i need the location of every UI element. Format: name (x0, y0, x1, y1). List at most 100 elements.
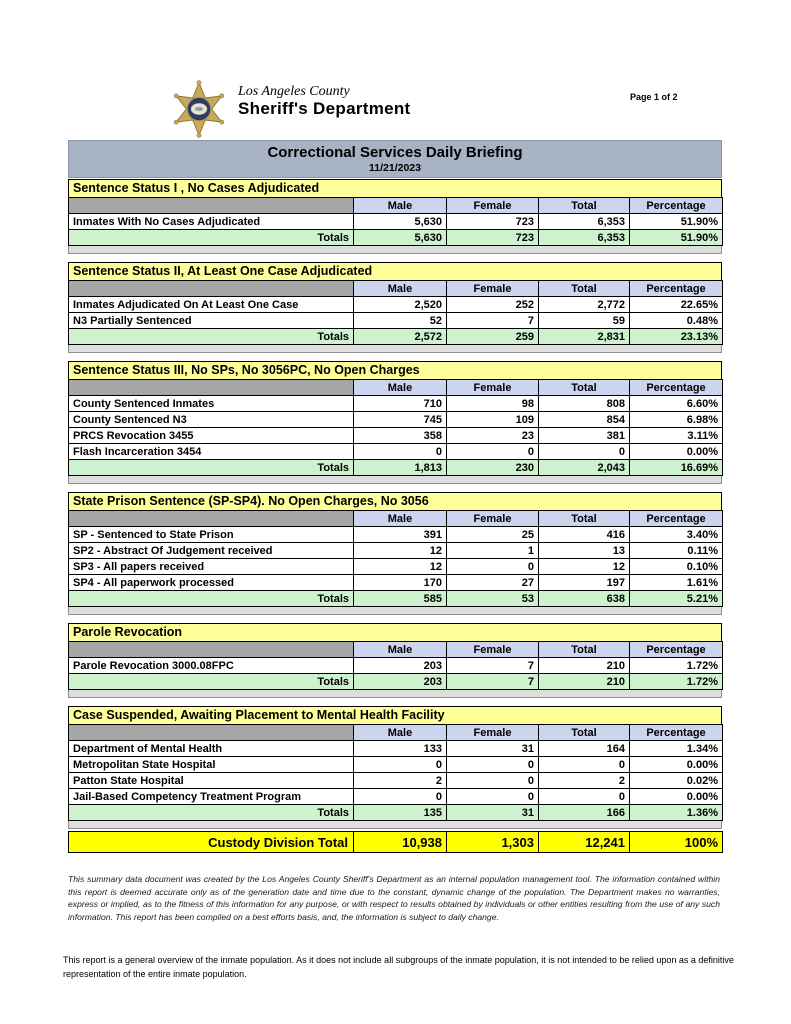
total-total: 210 (538, 673, 630, 690)
table-row: Inmates With No Cases Adjudicated 5,630 … (68, 213, 723, 230)
overview-note-text: This report is a general overview of the… (63, 955, 734, 980)
section-sentence-status-1: Sentence Status I , No Cases Adjudicated… (68, 179, 723, 254)
table-row: SP - Sentenced to State Prison 391 25 41… (68, 526, 723, 543)
table-row: PRCS Revocation 3455 358 23 381 3.11% (68, 427, 723, 444)
row-label: SP4 - All paperwork processed (68, 574, 354, 591)
total-value: 164 (538, 740, 630, 757)
custody-percentage-total: 100% (629, 831, 723, 853)
row-label: PRCS Revocation 3455 (68, 427, 354, 444)
col-header-male: Male (353, 724, 447, 741)
male-total: 585 (353, 590, 447, 607)
col-header-percentage: Percentage (629, 379, 723, 396)
section-title: Parole Revocation (68, 623, 722, 641)
row-label: N3 Partially Sentenced (68, 312, 354, 329)
row-label: County Sentenced Inmates (68, 395, 354, 412)
percentage-value: 3.11% (629, 427, 723, 444)
row-label: Inmates With No Cases Adjudicated (68, 213, 354, 230)
section-parole-revocation: Parole Revocation Male Female Total Perc… (68, 623, 723, 698)
female-value: 0 (446, 772, 539, 789)
female-value: 0 (446, 788, 539, 805)
total-total: 6,353 (538, 229, 630, 246)
percentage-value: 0.10% (629, 558, 723, 575)
corner-cell (68, 379, 354, 396)
male-total: 2,572 (353, 328, 447, 345)
percentage-value: 0.00% (629, 756, 723, 773)
section-table: Male Female Total Percentage Inmates Adj… (68, 280, 723, 345)
female-total: 31 (446, 804, 539, 821)
col-header-male: Male (353, 510, 447, 527)
male-total: 5,630 (353, 229, 447, 246)
female-total: 723 (446, 229, 539, 246)
column-header-row: Male Female Total Percentage (68, 379, 723, 396)
total-total: 166 (538, 804, 630, 821)
section-table: Male Female Total Percentage County Sent… (68, 379, 723, 476)
col-header-percentage: Percentage (629, 641, 723, 658)
section-table: Male Female Total Percentage SP - Senten… (68, 510, 723, 607)
male-value: 52 (353, 312, 447, 329)
table-row: Flash Incarceration 3454 0 0 0 0.00% (68, 443, 723, 460)
column-header-row: Male Female Total Percentage (68, 510, 723, 527)
section-divider (68, 476, 722, 484)
col-header-percentage: Percentage (629, 280, 723, 297)
male-value: 2 (353, 772, 447, 789)
col-header-total: Total (538, 379, 630, 396)
table-row: County Sentenced Inmates 710 98 808 6.60… (68, 395, 723, 412)
percentage-total: 1.72% (629, 673, 723, 690)
column-header-row: Male Female Total Percentage (68, 280, 723, 297)
section-divider (68, 246, 722, 254)
section-title: Sentence Status III, No SPs, No 3056PC, … (68, 361, 722, 379)
col-header-percentage: Percentage (629, 197, 723, 214)
table-row: SP3 - All papers received 12 0 12 0.10% (68, 558, 723, 575)
totals-row: Totals 2,572 259 2,831 23.13% (68, 328, 723, 345)
col-header-female: Female (446, 197, 539, 214)
percentage-value: 0.48% (629, 312, 723, 329)
male-value: 133 (353, 740, 447, 757)
female-total: 53 (446, 590, 539, 607)
col-header-male: Male (353, 197, 447, 214)
table-row: Jail-Based Competency Treatment Program … (68, 788, 723, 805)
section-divider (68, 607, 722, 615)
totals-label: Totals (68, 590, 354, 607)
col-header-total: Total (538, 510, 630, 527)
total-value: 808 (538, 395, 630, 412)
total-value: 0 (538, 443, 630, 460)
percentage-value: 3.40% (629, 526, 723, 543)
total-value: 210 (538, 657, 630, 674)
totals-label: Totals (68, 328, 354, 345)
col-header-female: Female (446, 379, 539, 396)
female-value: 0 (446, 558, 539, 575)
percentage-value: 22.65% (629, 296, 723, 313)
total-value: 381 (538, 427, 630, 444)
section-divider (68, 821, 722, 829)
custody-female-total: 1,303 (446, 831, 539, 853)
percentage-value: 51.90% (629, 213, 723, 230)
male-total: 203 (353, 673, 447, 690)
male-value: 0 (353, 756, 447, 773)
total-total: 638 (538, 590, 630, 607)
total-value: 854 (538, 411, 630, 428)
totals-row: Totals 1,813 230 2,043 16.69% (68, 459, 723, 476)
male-value: 12 (353, 542, 447, 559)
female-value: 252 (446, 296, 539, 313)
section-case-suspended: Case Suspended, Awaiting Placement to Me… (68, 706, 723, 829)
totals-row: Totals 203 7 210 1.72% (68, 673, 723, 690)
percentage-value: 0.11% (629, 542, 723, 559)
total-value: 6,353 (538, 213, 630, 230)
table-row: County Sentenced N3 745 109 854 6.98% (68, 411, 723, 428)
male-value: 0 (353, 788, 447, 805)
total-value: 13 (538, 542, 630, 559)
percentage-value: 1.61% (629, 574, 723, 591)
female-value: 7 (446, 657, 539, 674)
total-value: 416 (538, 526, 630, 543)
agency-name: Los Angeles County Sheriff's Department (238, 84, 411, 118)
female-value: 1 (446, 542, 539, 559)
custody-male-total: 10,938 (353, 831, 447, 853)
section-sentence-status-3: Sentence Status III, No SPs, No 3056PC, … (68, 361, 723, 484)
col-header-total: Total (538, 724, 630, 741)
total-value: 2 (538, 772, 630, 789)
female-value: 23 (446, 427, 539, 444)
section-table: Male Female Total Percentage Parole Revo… (68, 641, 723, 690)
county-name: Los Angeles County (238, 84, 350, 99)
col-header-female: Female (446, 280, 539, 297)
